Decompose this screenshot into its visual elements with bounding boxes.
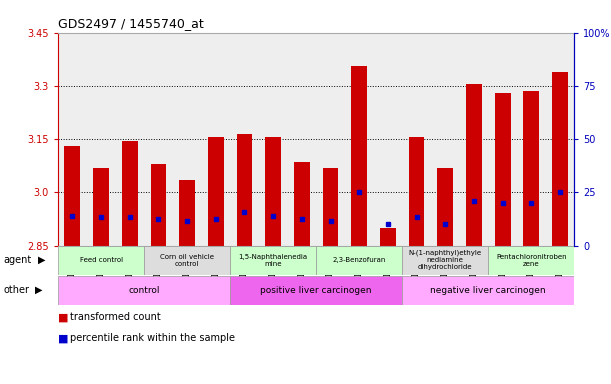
Bar bbox=[524, 91, 539, 246]
Bar bbox=[150, 164, 166, 246]
Bar bbox=[236, 134, 252, 246]
Text: Corn oil vehicle
control: Corn oil vehicle control bbox=[160, 254, 214, 266]
Text: negative liver carcinogen: negative liver carcinogen bbox=[431, 286, 546, 295]
Bar bbox=[495, 93, 511, 246]
Bar bbox=[294, 162, 310, 246]
Bar bbox=[58, 276, 230, 305]
Bar bbox=[144, 246, 230, 275]
Text: N-(1-naphthyl)ethyle
nediamine
dihydrochloride: N-(1-naphthyl)ethyle nediamine dihydroch… bbox=[409, 250, 482, 270]
Text: 2,3-Benzofuran: 2,3-Benzofuran bbox=[332, 257, 386, 263]
Bar bbox=[488, 246, 574, 275]
Text: other: other bbox=[3, 285, 29, 295]
Bar bbox=[409, 137, 425, 246]
Text: ■: ■ bbox=[58, 333, 68, 343]
Bar bbox=[437, 168, 453, 246]
Text: percentile rank within the sample: percentile rank within the sample bbox=[70, 333, 235, 343]
Text: Feed control: Feed control bbox=[79, 257, 123, 263]
Text: agent: agent bbox=[3, 255, 31, 265]
Bar bbox=[230, 276, 402, 305]
Text: Pentachloronitroben
zene: Pentachloronitroben zene bbox=[496, 254, 566, 266]
Text: control: control bbox=[128, 286, 160, 295]
Bar bbox=[316, 246, 402, 275]
Bar bbox=[122, 141, 137, 246]
Text: ▶: ▶ bbox=[38, 255, 45, 265]
Bar bbox=[402, 276, 574, 305]
Bar bbox=[351, 66, 367, 246]
Text: positive liver carcinogen: positive liver carcinogen bbox=[260, 286, 372, 295]
Bar bbox=[552, 72, 568, 246]
Text: GDS2497 / 1455740_at: GDS2497 / 1455740_at bbox=[58, 17, 204, 30]
Bar bbox=[402, 246, 488, 275]
Bar bbox=[179, 180, 195, 246]
Text: transformed count: transformed count bbox=[70, 312, 161, 322]
Text: 1,5-Naphthalenedia
mine: 1,5-Naphthalenedia mine bbox=[239, 254, 308, 266]
Bar bbox=[466, 84, 482, 246]
Text: ▶: ▶ bbox=[35, 285, 42, 295]
Text: ■: ■ bbox=[58, 312, 68, 322]
Bar bbox=[65, 146, 80, 246]
Bar bbox=[230, 246, 316, 275]
Bar bbox=[58, 246, 144, 275]
Bar bbox=[208, 137, 224, 246]
Bar bbox=[265, 137, 281, 246]
Bar bbox=[93, 168, 109, 246]
Bar bbox=[380, 228, 396, 246]
Bar bbox=[323, 168, 338, 246]
